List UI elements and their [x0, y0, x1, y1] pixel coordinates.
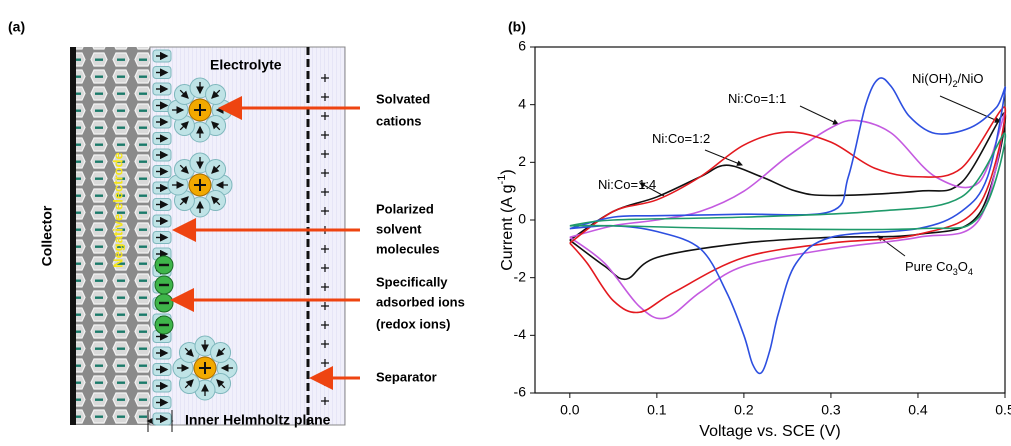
text-part: ) [499, 169, 516, 174]
plus-sign [321, 150, 329, 158]
electrode-region [76, 47, 150, 425]
solvent-arrow [179, 164, 189, 174]
callout-label: adsorbed ions [376, 294, 465, 309]
cation-sign [199, 362, 211, 374]
cv-curve [569, 132, 1007, 231]
plus-sign [321, 264, 329, 272]
callout-label: Solvated [376, 91, 430, 106]
annotation-arrow [799, 105, 839, 125]
annotation-arrow [939, 95, 1001, 123]
x-tick-label: 0.0 [560, 402, 580, 418]
text-part: Pure Co [905, 259, 953, 274]
text-part: Current (A g [499, 185, 516, 271]
text-part: -1 [496, 175, 508, 185]
solvent-arrow [216, 379, 226, 389]
electrode-label: Negative electrode [110, 152, 125, 268]
y-tick-label: 6 [518, 38, 526, 54]
curve-label: Ni:Co=1:2 [652, 131, 710, 146]
x-tick-label: 0.3 [821, 402, 841, 418]
collector-bar [70, 47, 76, 425]
callout-label: molecules [376, 241, 440, 256]
ihp-label: Inner Helmholtz plane [185, 412, 331, 428]
y-tick-label: 0 [518, 211, 526, 227]
text-part: Ni:Co=1:1 [728, 91, 786, 106]
plus-sign [321, 188, 329, 196]
callout-label: (redox ions) [376, 316, 450, 331]
plus-sign [321, 112, 329, 120]
callout-label: cations [376, 113, 422, 128]
plus-sign [321, 340, 329, 348]
curve-label: Ni:Co=1:1 [728, 91, 786, 106]
y-tick-label: -4 [514, 326, 527, 342]
solvent-arrow [211, 196, 221, 206]
plus-sign [321, 359, 329, 367]
solvent-arrow [211, 89, 221, 99]
text-part: /NiO [958, 71, 984, 86]
solvent-arrow [216, 347, 226, 357]
callout-label: Specifically [376, 274, 448, 289]
cation-sign [194, 179, 206, 191]
text-part: Ni(OH) [912, 71, 952, 86]
curve-label: Ni(OH)2/NiO [912, 71, 984, 89]
text-part: Ni:Co=1:2 [652, 131, 710, 146]
diagram-icons [152, 49, 329, 426]
solvent-arrow [211, 164, 221, 174]
solvent-arrow [179, 196, 189, 206]
y-axis-label: Current (A g-1) [496, 169, 516, 271]
cv-curve [569, 106, 1007, 314]
plus-sign [321, 245, 329, 253]
y-tick-label: -2 [514, 268, 527, 284]
y-tick-label: 2 [518, 153, 526, 169]
plus-sign [321, 302, 329, 310]
solvent-arrow [184, 347, 194, 357]
text-part: 2 [952, 79, 957, 89]
plus-sign [321, 74, 329, 82]
cation-sign [194, 104, 206, 116]
text-part: Ni:Co=1:4 [598, 177, 656, 192]
cv-curve [569, 77, 1007, 375]
x-tick-label: 0.2 [734, 402, 754, 418]
plus-sign [321, 283, 329, 291]
electrolyte-label: Electrolyte [210, 57, 282, 73]
plus-sign [321, 93, 329, 101]
solvent-arrow [184, 379, 194, 389]
panel-label: (a) [8, 19, 25, 35]
callout-label: Separator [376, 369, 437, 384]
solvent-arrow [179, 89, 189, 99]
curve-label: Pure Co3O4 [905, 259, 973, 277]
cv-curve [569, 112, 1007, 281]
curve-label: Ni:Co=1:4 [598, 177, 656, 192]
panel-label: (b) [508, 19, 526, 35]
annotation-arrow [704, 149, 743, 166]
solvent-arrow [179, 121, 189, 131]
x-tick-label: 0.4 [908, 402, 928, 418]
x-tick-label: 0.1 [647, 402, 667, 418]
text-part: O [958, 259, 968, 274]
text-part: 4 [968, 267, 973, 277]
plus-sign [321, 131, 329, 139]
annotation-arrow [639, 182, 665, 197]
solvent-arrow [211, 121, 221, 131]
collector-label: Collector [39, 205, 55, 266]
x-axis-label: Voltage vs. SCE (V) [699, 423, 840, 440]
y-tick-label: -6 [514, 384, 527, 400]
x-tick-label: 0.5 [995, 402, 1011, 418]
y-tick-label: 4 [518, 95, 526, 111]
plus-sign [321, 397, 329, 405]
plus-sign [321, 321, 329, 329]
text-part: 3 [953, 267, 958, 277]
callout-label: Polarized [376, 201, 434, 216]
plus-sign [321, 207, 329, 215]
plus-sign [321, 169, 329, 177]
cv-curve [569, 112, 1006, 320]
callout-label: solvent [376, 221, 422, 236]
